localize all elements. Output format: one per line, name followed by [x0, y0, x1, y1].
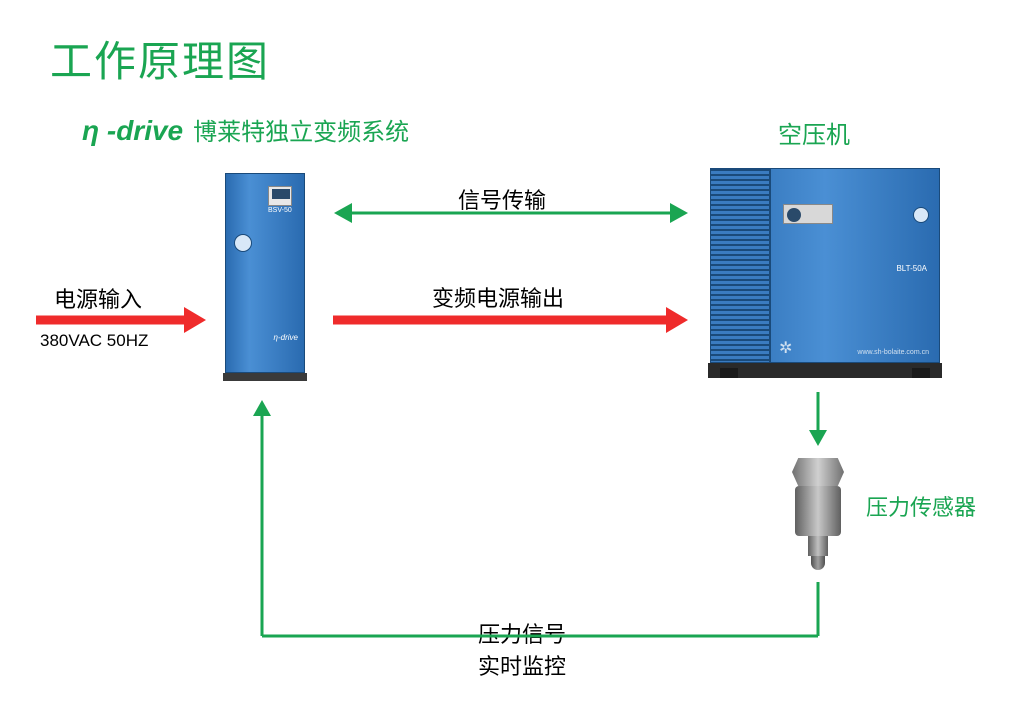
vfd-body: BSV-50 η-drive — [225, 173, 305, 373]
power-input-label: 电源输入 — [54, 282, 142, 314]
realtime-monitor-label: 实时监控 — [478, 649, 566, 681]
sensor-stem-icon — [808, 536, 828, 556]
compressor-url-label: www.sh-bolaite.com.cn — [857, 349, 929, 356]
brand-logo: η -drive — [82, 115, 183, 147]
vfd-output-label: 变频电源输出 — [432, 281, 564, 313]
compressor-body: BLT-50A ✲ www.sh-bolaite.com.cn — [710, 168, 940, 363]
air-compressor: BLT-50A ✲ www.sh-bolaite.com.cn — [710, 168, 940, 378]
compressor-base — [708, 363, 942, 378]
sensor-hex-icon — [792, 458, 844, 486]
vfd-control-panel — [268, 186, 292, 206]
compressor-label: 空压机 — [778, 115, 850, 150]
compressor-deco-icon: ✲ — [779, 338, 792, 358]
compressor-model-label: BLT-50A — [896, 264, 927, 273]
pressure-sensor — [788, 458, 848, 573]
vfd-cabinet: BSV-50 η-drive — [225, 173, 305, 381]
signal-transmission-label: 信号传输 — [458, 183, 546, 215]
power-spec-label: 380VAC 50HZ — [40, 331, 148, 351]
pressure-sensor-label: 压力传感器 — [866, 490, 976, 522]
diagram-title: 工作原理图 — [50, 28, 270, 89]
vfd-base — [223, 373, 307, 381]
vfd-model-label: BSV-50 — [268, 207, 292, 214]
vfd-screen-icon — [272, 189, 290, 199]
vfd-badge-icon — [234, 234, 252, 252]
subtitle-text: 博莱特独立变频系统 — [193, 112, 409, 147]
compressor-badge-icon — [913, 207, 929, 223]
compressor-vents-icon — [711, 169, 771, 362]
vfd-brand-label: η-drive — [274, 333, 298, 342]
compressor-panel: BLT-50A ✲ www.sh-bolaite.com.cn — [771, 169, 939, 362]
sensor-body-icon — [795, 486, 841, 536]
compressor-control-icon — [783, 204, 833, 224]
sensor-tip-icon — [811, 556, 825, 570]
pressure-signal-label: 压力信号 — [478, 617, 566, 649]
subtitle-row: η -drive 博莱特独立变频系统 — [82, 112, 409, 147]
